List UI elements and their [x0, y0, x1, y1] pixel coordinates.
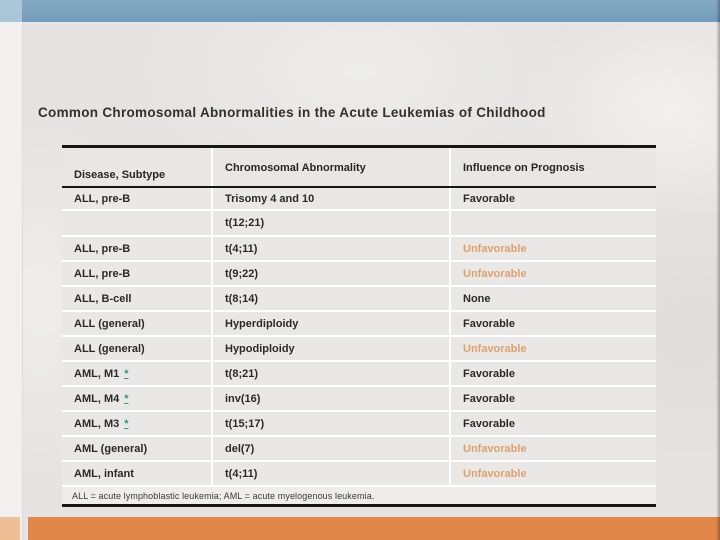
- disease-cell: AML, M1 *: [62, 362, 211, 385]
- footnote-asterisk-link[interactable]: *: [124, 417, 129, 430]
- disease-cell: ALL, pre-B: [62, 237, 211, 260]
- disease-cell: ALL, pre-B: [62, 188, 211, 209]
- column-header-prognosis: Influence on Prognosis: [451, 148, 656, 186]
- disease-cell: AML, M4 *: [62, 387, 211, 410]
- table-row: ALL, pre-B t(9;22) Unfavorable: [62, 262, 656, 285]
- disease-cell: [62, 211, 211, 235]
- abnormality-cell: del(7): [213, 437, 449, 460]
- prognosis-cell: Favorable: [451, 312, 656, 335]
- table-row: ALL, B-cell t(8;14) None: [62, 287, 656, 310]
- table-top-border: [62, 145, 656, 148]
- table-row: AML (general) del(7) Unfavorable: [62, 437, 656, 460]
- top-accent-bar: [0, 0, 720, 22]
- bottom-accent-bar: [28, 517, 720, 540]
- abnormality-cell: Hyperdiploidy: [213, 312, 449, 335]
- table-row: AML, M4 * inv(16) Favorable: [62, 387, 656, 410]
- prognosis-cell: Unfavorable: [451, 462, 656, 485]
- prognosis-cell: Favorable: [451, 387, 656, 410]
- abnormality-cell: t(8;21): [213, 362, 449, 385]
- abnormality-cell: t(4;11): [213, 462, 449, 485]
- table-row: ALL (general) Hypodiploidy Unfavorable: [62, 337, 656, 360]
- footnote-asterisk-link[interactable]: *: [124, 367, 129, 380]
- prognosis-cell: Unfavorable: [451, 337, 656, 360]
- prognosis-cell: Favorable: [451, 188, 656, 209]
- abnormality-cell: t(12;21): [213, 211, 449, 235]
- table-row: AML, infant t(4;11) Unfavorable: [62, 462, 656, 485]
- right-edge-shade: [716, 0, 720, 540]
- footnote-asterisk-link[interactable]: *: [124, 392, 129, 405]
- column-header-abnormality: Chromosomal Abnormality: [213, 148, 449, 186]
- disease-cell: ALL, pre-B: [62, 262, 211, 285]
- prognosis-cell: Favorable: [451, 412, 656, 435]
- prognosis-cell: None: [451, 287, 656, 310]
- header-underline: [62, 186, 656, 188]
- abnormality-cell: t(8;14): [213, 287, 449, 310]
- column-header-disease: Disease, Subtype: [62, 148, 211, 186]
- table-body: ALL, pre-B Trisomy 4 and 10 Favorable t(12;…: [62, 188, 656, 485]
- table-row: ALL, pre-B t(4;11) Unfavorable: [62, 237, 656, 260]
- abnormality-cell: Trisomy 4 and 10: [213, 188, 449, 209]
- top-corner-tile: [0, 0, 22, 22]
- table-row: ALL, pre-B Trisomy 4 and 10 Favorable: [62, 188, 656, 209]
- abnormalities-table: Disease, Subtype Chromosomal Abnormality…: [62, 145, 656, 507]
- table-header-row: Disease, Subtype Chromosomal Abnormality…: [62, 148, 656, 186]
- abnormality-cell: Hypodiploidy: [213, 337, 449, 360]
- table-row: AML, M1 * t(8;21) Favorable: [62, 362, 656, 385]
- page-title: Common Chromosomal Abnormalities in the …: [38, 105, 546, 120]
- table-row: AML, M3 * t(15;17) Favorable: [62, 412, 656, 435]
- left-margin-strip: [0, 22, 23, 540]
- disease-cell: ALL, B-cell: [62, 287, 211, 310]
- disease-cell: ALL (general): [62, 337, 211, 360]
- prognosis-cell: Unfavorable: [451, 262, 656, 285]
- disease-cell: AML, infant: [62, 462, 211, 485]
- abnormality-cell: t(15;17): [213, 412, 449, 435]
- abnormality-cell: t(9;22): [213, 262, 449, 285]
- abnormality-cell: t(4;11): [213, 237, 449, 260]
- disease-cell: AML (general): [62, 437, 211, 460]
- disease-cell: AML, M3 *: [62, 412, 211, 435]
- table-bottom-border: [62, 504, 656, 507]
- table-footnote: ALL = acute lymphoblastic leukemia; AML …: [62, 485, 656, 504]
- table-row: ALL (general) Hyperdiploidy Favorable: [62, 312, 656, 335]
- prognosis-cell: [451, 211, 656, 235]
- prognosis-cell: Unfavorable: [451, 437, 656, 460]
- prognosis-cell: Unfavorable: [451, 237, 656, 260]
- table-row: t(12;21): [62, 211, 656, 235]
- bottom-corner-tile: [0, 517, 20, 540]
- abnormality-cell: inv(16): [213, 387, 449, 410]
- prognosis-cell: Favorable: [451, 362, 656, 385]
- disease-cell: ALL (general): [62, 312, 211, 335]
